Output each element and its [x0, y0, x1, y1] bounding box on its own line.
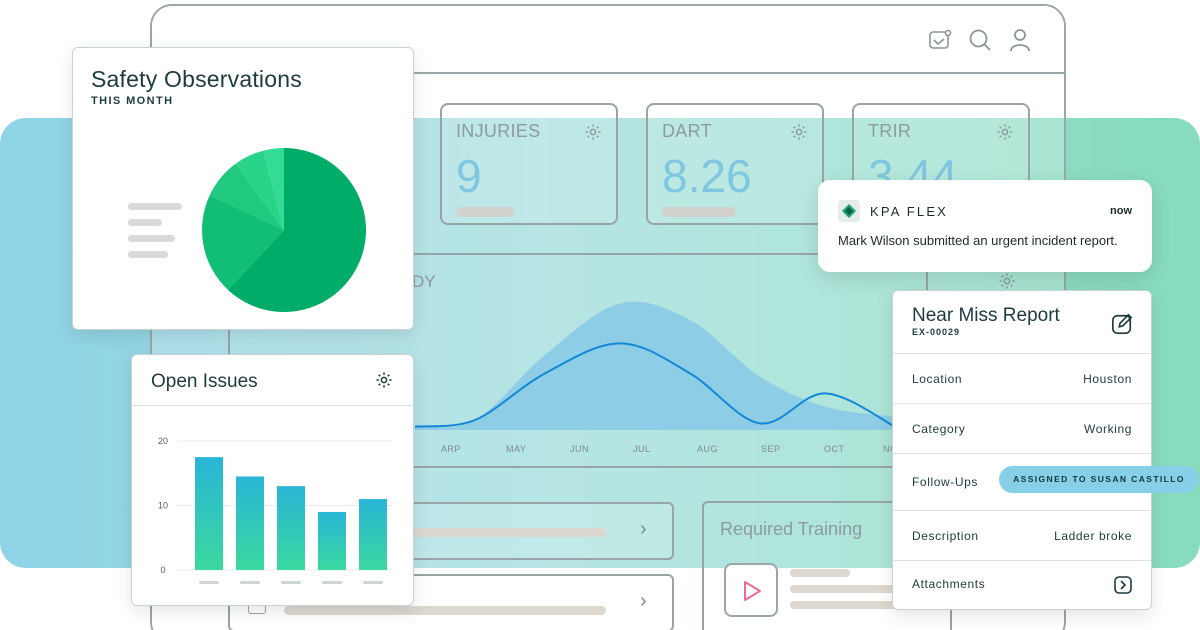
kpi-label: DART [662, 121, 712, 141]
user-icon[interactable] [1008, 28, 1032, 52]
pie-slice [209, 163, 284, 230]
kpi-label: INJURIES [456, 121, 541, 141]
gear-icon[interactable] [790, 123, 808, 141]
field-attachments: Attachments [893, 560, 1151, 610]
card-title: Safety Observations [91, 66, 302, 92]
notification-time: now [1110, 205, 1132, 217]
area-series [415, 301, 895, 430]
text-placeholder [790, 585, 910, 593]
edit-icon[interactable] [1111, 313, 1133, 335]
field-label: Attachments [912, 577, 986, 591]
field-label: Follow-Ups [912, 475, 979, 489]
text-placeholder [410, 528, 606, 537]
card-title: Open Issues [151, 371, 258, 392]
pie-slice [263, 148, 284, 230]
kpi-label: TRIR [868, 121, 912, 141]
field-value: Ladder broke [1054, 529, 1132, 543]
field-label: Description [912, 529, 979, 543]
x-tick-placeholder [199, 581, 219, 584]
chevron-right-icon[interactable]: › [640, 590, 647, 612]
search-icon[interactable] [968, 28, 992, 52]
card-subtitle: THIS MONTH [91, 95, 174, 107]
x-tick-label: MAY [506, 444, 527, 454]
field-label: Category [912, 422, 966, 436]
x-tick-placeholder [240, 581, 260, 584]
open-issues-card: Open Issues 0 10 20 [131, 354, 414, 606]
y-tick-label: 0 [160, 565, 165, 575]
bar [195, 457, 223, 570]
chevron-right-icon[interactable]: › [640, 518, 647, 540]
field-description: Description Ladder broke [893, 510, 1151, 560]
field-location: Location Houston [893, 353, 1151, 403]
x-tick-label: JUL [633, 444, 651, 454]
legend-placeholder [128, 235, 175, 242]
report-id: EX-00029 [912, 327, 961, 337]
legend-placeholder [128, 251, 168, 258]
legend-placeholder [128, 219, 162, 226]
kpi-injuries[interactable]: INJURIES 9 [440, 103, 618, 225]
pie-slice [227, 148, 366, 312]
bar [318, 511, 346, 570]
required-training-panel: Required Training [702, 501, 952, 630]
field-value: Houston [1083, 372, 1132, 386]
x-tick-placeholder [363, 581, 383, 584]
pie-slice [202, 195, 284, 290]
x-tick-label: AUG [697, 444, 719, 454]
notification-toast[interactable]: KPA FLEX now Mark Wilson submitted an ur… [818, 180, 1152, 272]
gear-icon[interactable] [584, 123, 602, 141]
x-tick-label: SEP [761, 444, 781, 454]
y-tick-label: 20 [158, 436, 168, 446]
kpa-logo-mark [842, 204, 856, 218]
kpi-dart[interactable]: DART 8.26 [646, 103, 824, 225]
bar [277, 486, 305, 570]
pie-chart [202, 148, 366, 312]
text-placeholder [790, 569, 850, 577]
gear-icon[interactable] [996, 123, 1014, 141]
bar [236, 476, 264, 570]
near-miss-report-card: Near Miss Report EX-00029 Location Houst… [892, 290, 1152, 610]
notification-brand: KPA FLEX [870, 204, 949, 219]
safety-observations-card: Safety Observations THIS MONTH [72, 47, 414, 330]
field-category: Category Working [893, 403, 1151, 453]
pie-slice [235, 150, 284, 230]
text-placeholder [284, 606, 606, 615]
notification-message: Mark Wilson submitted an urgent incident… [838, 233, 1118, 248]
divider [132, 405, 413, 406]
gear-icon[interactable] [375, 371, 393, 389]
inbox-icon[interactable] [928, 28, 952, 52]
x-tick-label: ARP [441, 444, 462, 454]
x-tick-label: JUN [570, 444, 589, 454]
play-button[interactable] [724, 563, 778, 617]
y-tick-label: 10 [158, 501, 168, 511]
play-icon [744, 581, 761, 601]
x-tick-label: OCT [824, 444, 845, 454]
legend-placeholder [128, 203, 182, 210]
bar-chart: 0 10 20 [158, 436, 392, 584]
kpi-placeholder-bar [662, 207, 736, 217]
field-label: Location [912, 372, 963, 386]
line-series [415, 342, 895, 428]
trend-title: DY [412, 272, 436, 291]
card-title: Near Miss Report [912, 305, 1060, 326]
x-tick-placeholder [322, 581, 342, 584]
assignee-badge[interactable]: ASSIGNED TO SUSAN CASTILLO [999, 466, 1199, 493]
kpa-logo [838, 200, 860, 222]
kpi-value: 9 [456, 150, 482, 202]
training-title: Required Training [720, 519, 863, 539]
x-tick-placeholder [281, 581, 301, 584]
kpi-placeholder-bar [456, 207, 514, 217]
bar [359, 499, 387, 570]
text-placeholder [790, 601, 910, 609]
trend-chart [415, 301, 895, 430]
field-value: Working [1084, 422, 1132, 436]
field-followups: Follow-Ups [893, 453, 1151, 510]
arrow-right-icon[interactable] [1114, 576, 1132, 594]
kpi-value: 8.26 [662, 150, 752, 202]
gear-icon[interactable] [998, 272, 1016, 290]
